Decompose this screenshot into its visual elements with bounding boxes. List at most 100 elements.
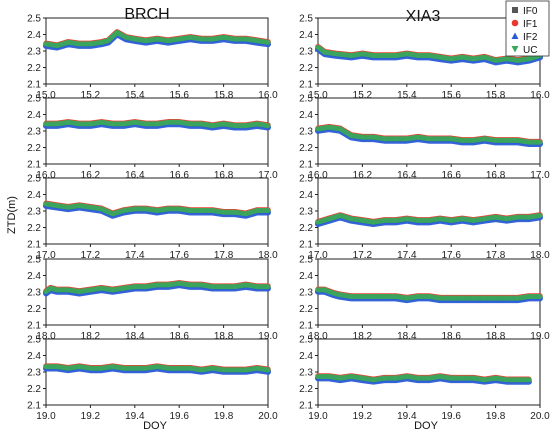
data-point bbox=[405, 137, 409, 141]
y-tick-label: 2.3 bbox=[27, 207, 41, 218]
y-tick-label: 2.4 bbox=[27, 190, 41, 201]
panel-brch-0: 2.12.22.32.42.515.0 15.2 15.4 15.6 15.8 16.0 bbox=[27, 14, 278, 102]
data-point bbox=[494, 139, 498, 143]
x-tick-label: 17.4 bbox=[125, 250, 145, 261]
data-point bbox=[44, 290, 48, 294]
data-point bbox=[77, 365, 81, 369]
data-point bbox=[438, 137, 442, 141]
x-tick-label: 15.2 bbox=[353, 90, 373, 101]
y-tick-label: 2.5 bbox=[299, 14, 313, 25]
data-point bbox=[394, 377, 398, 381]
column-title-xia3: XIA3 bbox=[406, 8, 441, 25]
y-axis-label: ZTD(m) bbox=[6, 196, 18, 234]
y-tick-label: 2.2 bbox=[27, 304, 41, 315]
series-uc-line bbox=[315, 287, 543, 301]
series-uc-line bbox=[43, 29, 271, 49]
data-point bbox=[88, 122, 92, 126]
y-tick-label: 2.1 bbox=[299, 240, 313, 251]
panel-frame bbox=[317, 177, 541, 245]
data-point bbox=[144, 122, 148, 126]
x-tick-label: 17.6 bbox=[169, 250, 189, 261]
data-point bbox=[471, 377, 475, 381]
x-tick-label: 16.0 bbox=[308, 170, 328, 181]
y-tick-label: 2.3 bbox=[27, 47, 41, 58]
data-point bbox=[166, 121, 170, 125]
data-point bbox=[527, 295, 531, 299]
x-tick-label: 18.0 bbox=[36, 331, 56, 342]
data-point bbox=[111, 122, 115, 126]
data-point bbox=[122, 122, 126, 126]
data-point bbox=[527, 216, 531, 220]
panel-brch-2: 2.1 2.2 2.3 2.4 2.5 17.0 17.2 17.4 17.6 17.8 18.0 bbox=[27, 174, 278, 262]
data-point bbox=[316, 220, 320, 225]
data-point bbox=[266, 41, 270, 45]
data-point bbox=[233, 37, 237, 42]
data-point bbox=[405, 52, 409, 56]
data-point bbox=[233, 285, 237, 289]
data-point bbox=[327, 375, 331, 379]
x-tick-label: 17.0 bbox=[36, 250, 56, 261]
data-point bbox=[416, 219, 420, 223]
data-point bbox=[438, 375, 442, 379]
y-tick-label: 2.3 bbox=[27, 127, 41, 138]
x-tick-label: 16.8 bbox=[214, 170, 234, 181]
y-tick-label: 2.5 bbox=[27, 255, 41, 266]
data-point bbox=[99, 121, 104, 125]
data-point bbox=[338, 293, 342, 297]
data-point bbox=[77, 42, 81, 47]
x-tick-label: 19.8 bbox=[214, 411, 234, 422]
data-point bbox=[360, 52, 364, 56]
data-point bbox=[394, 54, 398, 58]
data-point bbox=[471, 219, 475, 223]
data-point bbox=[255, 122, 259, 126]
y-tick-label: 2.4 bbox=[299, 30, 313, 41]
data-point bbox=[166, 367, 170, 371]
data-point bbox=[66, 206, 70, 210]
data-point bbox=[505, 297, 509, 301]
data-point bbox=[133, 285, 137, 289]
data-point bbox=[383, 54, 387, 58]
x-tick-label: 16.6 bbox=[169, 170, 189, 181]
x-tick-label: 19.0 bbox=[308, 411, 328, 422]
data-point bbox=[371, 295, 376, 299]
data-point bbox=[99, 41, 104, 45]
data-point bbox=[199, 368, 203, 372]
y-tick-label: 2.4 bbox=[299, 351, 313, 362]
x-tick-label: 16.0 bbox=[258, 90, 278, 101]
data-point bbox=[316, 127, 320, 131]
y-tick-label: 2.1 bbox=[27, 80, 41, 91]
data-point bbox=[210, 37, 215, 42]
data-point bbox=[449, 57, 453, 61]
data-point bbox=[323, 288, 327, 292]
legend-marker-triangle-down bbox=[511, 46, 519, 53]
x-tick-label: 19.0 bbox=[36, 411, 56, 422]
data-point bbox=[449, 377, 453, 381]
data-point bbox=[505, 378, 509, 382]
data-point bbox=[222, 285, 226, 289]
y-tick-label: 2.5 bbox=[27, 94, 41, 105]
data-point bbox=[177, 367, 181, 371]
data-point bbox=[516, 297, 520, 301]
legend-label-if1: IF1 bbox=[523, 19, 538, 30]
data-point bbox=[166, 283, 170, 287]
x-tick-label: 17.0 bbox=[258, 170, 278, 181]
data-point bbox=[188, 122, 192, 126]
series-uc-line bbox=[43, 280, 271, 294]
data-point bbox=[133, 207, 137, 211]
panel-frame bbox=[317, 338, 541, 406]
data-point bbox=[338, 214, 342, 218]
data-point bbox=[471, 139, 475, 143]
data-point bbox=[55, 288, 59, 292]
data-point bbox=[210, 285, 215, 289]
data-point bbox=[88, 42, 92, 47]
data-point bbox=[371, 220, 376, 225]
panel-frame bbox=[45, 97, 269, 165]
data-point bbox=[494, 216, 498, 220]
x-tick-label: 15.6 bbox=[441, 90, 461, 101]
data-point bbox=[371, 136, 376, 140]
data-point bbox=[427, 295, 431, 299]
data-point bbox=[331, 292, 336, 296]
x-tick-label: 19.0 bbox=[530, 331, 550, 342]
x-tick-label: 20.0 bbox=[258, 411, 278, 422]
x-tick-label: 15.0 bbox=[308, 90, 328, 101]
